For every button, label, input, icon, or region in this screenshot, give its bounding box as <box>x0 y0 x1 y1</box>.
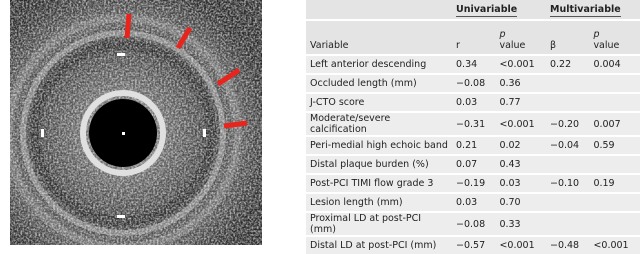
group-header: Multivariable <box>549 4 621 17</box>
column-text: value <box>593 40 620 51</box>
cell-value: 0.59 <box>589 136 640 156</box>
cell-value: <0.001 <box>589 236 640 254</box>
column-header: r <box>452 20 496 56</box>
table-row: Distal LD at post-PCI (mm) −0.57 <0.001 −0.… <box>306 236 640 254</box>
cell-value: 0.36 <box>495 74 546 94</box>
table-row: Moderate/severe calcification −0.31 <0.001… <box>306 112 640 137</box>
cell-value: −0.19 <box>452 174 496 194</box>
cell-value: −0.48 <box>545 236 590 254</box>
cell-value: −0.08 <box>452 74 496 94</box>
empty-cell <box>545 74 590 94</box>
empty-cell <box>589 193 640 213</box>
column-header-row: Variable r p value β p value <box>306 20 640 56</box>
column-header: Variable <box>306 20 452 56</box>
column-symbol: p <box>499 29 506 40</box>
cell-value: 0.03 <box>452 93 496 113</box>
cell-value: −0.57 <box>452 236 496 254</box>
cell-value: 0.77 <box>495 93 546 113</box>
table-row: Post-PCI TIMI flow grade 3 −0.19 0.03 −0.10… <box>306 174 640 194</box>
table-row: Lesion length (mm) 0.03 0.70 <box>306 193 640 213</box>
table-row: Left anterior descending 0.34 <0.001 0.22 0.… <box>306 55 640 75</box>
table-row: Peri-medial high echoic band 0.21 0.02 −0.0… <box>306 136 640 156</box>
row-label: Proximal LD at post-PCI (mm) <box>306 212 452 237</box>
row-label: Left anterior descending <box>306 55 452 75</box>
cell-value: 0.02 <box>495 136 546 156</box>
cell-value: 0.07 <box>452 155 496 175</box>
table-row: Occluded length (mm) −0.08 0.36 <box>306 74 640 94</box>
ivus-image <box>10 0 262 245</box>
cell-value: <0.001 <box>495 236 546 254</box>
cell-value: <0.001 <box>495 112 546 137</box>
cell-value: 0.22 <box>545 55 590 75</box>
table-row: J-CTO score 0.03 0.77 <box>306 93 640 113</box>
column-text: value <box>499 40 526 51</box>
cell-value: 0.007 <box>589 112 640 137</box>
table-row: Distal plaque burden (%) 0.07 0.43 <box>306 155 640 175</box>
cell-value: <0.001 <box>495 55 546 75</box>
cell-value: 0.43 <box>495 155 546 175</box>
row-label: J-CTO score <box>306 93 452 113</box>
empty-cell <box>589 93 640 113</box>
row-label: Post-PCI TIMI flow grade 3 <box>306 174 452 194</box>
table-row: Proximal LD at post-PCI (mm) −0.08 0.33 <box>306 212 640 237</box>
cell-value: 0.19 <box>589 174 640 194</box>
empty-cell <box>589 74 640 94</box>
group-header-row: Univariable Multivariable <box>306 0 640 21</box>
row-label: Occluded length (mm) <box>306 74 452 94</box>
cell-value: 0.004 <box>589 55 640 75</box>
row-label: Moderate/severe calcification <box>306 112 452 137</box>
cell-value: −0.20 <box>545 112 590 137</box>
empty-cell <box>545 93 590 113</box>
cell-value: 0.70 <box>495 193 546 213</box>
cell-value: 0.03 <box>495 174 546 194</box>
row-label: Peri-medial high echoic band <box>306 136 452 156</box>
cell-value: 0.21 <box>452 136 496 156</box>
empty-cell <box>545 155 590 175</box>
cell-value: 0.03 <box>452 193 496 213</box>
cell-value: 0.33 <box>495 212 546 237</box>
results-table: Univariable Multivariable Variable r p valu… <box>306 0 640 254</box>
row-label: Distal plaque burden (%) <box>306 155 452 175</box>
row-label: Lesion length (mm) <box>306 193 452 213</box>
column-header: p value <box>495 20 546 56</box>
empty-cell <box>545 212 590 237</box>
row-label: Distal LD at post-PCI (mm) <box>306 236 452 254</box>
empty-cell <box>589 212 640 237</box>
cell-value: −0.31 <box>452 112 496 137</box>
cell-value: 0.34 <box>452 55 496 75</box>
column-header: β <box>545 20 590 56</box>
group-header: Univariable <box>456 4 518 17</box>
cell-value: −0.10 <box>545 174 590 194</box>
column-header: p value <box>589 20 640 56</box>
cell-value: −0.04 <box>545 136 590 156</box>
column-symbol: p <box>593 29 600 40</box>
empty-cell <box>545 193 590 213</box>
cell-value: −0.08 <box>452 212 496 237</box>
empty-cell <box>589 155 640 175</box>
